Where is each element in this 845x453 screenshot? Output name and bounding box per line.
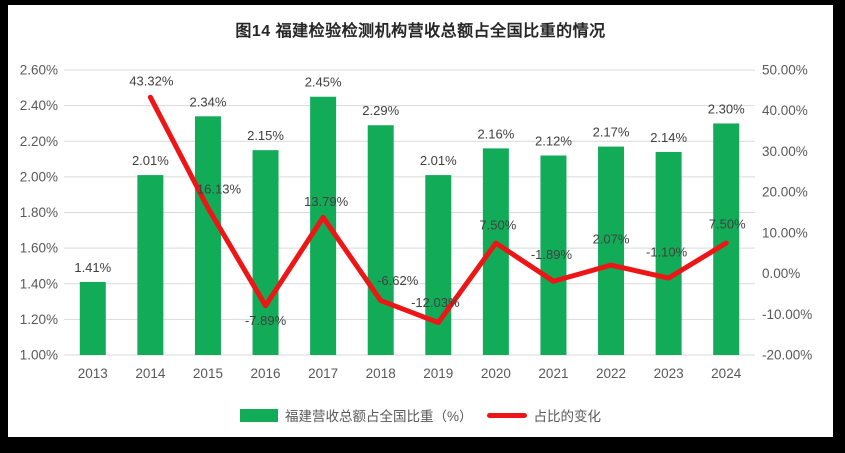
bar-data-label: 2.17% bbox=[593, 125, 630, 140]
right-axis-tick: 10.00% bbox=[762, 225, 808, 240]
x-axis-tick: 2022 bbox=[596, 366, 626, 381]
bar-data-label: 1.41% bbox=[74, 260, 111, 275]
right-axis-tick: 40.00% bbox=[762, 103, 808, 118]
bar bbox=[540, 155, 567, 355]
bar-data-label: 2.12% bbox=[535, 134, 572, 149]
bar bbox=[598, 146, 625, 355]
bar-data-label: 2.34% bbox=[190, 94, 227, 109]
left-axis-tick: 1.80% bbox=[20, 205, 58, 220]
right-axis-tick: 20.00% bbox=[762, 185, 808, 200]
x-axis-tick: 2020 bbox=[481, 366, 511, 381]
x-axis-tick: 2013 bbox=[78, 366, 108, 381]
chart-title: 图14 福建检验检测机构营收总额占全国比重的情况 bbox=[235, 23, 606, 40]
x-axis-tick: 2023 bbox=[654, 366, 684, 381]
line-data-label: 16.13% bbox=[197, 181, 242, 196]
line-data-label: 7.50% bbox=[479, 218, 516, 233]
x-axis-tick: 2014 bbox=[135, 366, 166, 381]
x-axis-tick: 2016 bbox=[251, 366, 281, 381]
bar-data-label: 2.14% bbox=[650, 130, 687, 145]
bar-data-label: 2.15% bbox=[247, 128, 284, 143]
left-axis-tick: 1.00% bbox=[20, 348, 58, 363]
bar bbox=[194, 116, 221, 355]
line-series bbox=[147, 94, 729, 326]
bar bbox=[252, 150, 279, 355]
left-axis-tick: 2.40% bbox=[20, 98, 58, 113]
legend-bar-label: 福建营收总额占全国比重（%） bbox=[284, 409, 473, 424]
line-data-label: -6.62% bbox=[377, 273, 419, 288]
right-axis-tick: -20.00% bbox=[762, 348, 812, 363]
right-axis-tick: 0.00% bbox=[762, 266, 800, 281]
line-data-label: -7.89% bbox=[245, 313, 287, 328]
bar bbox=[425, 175, 452, 355]
bar-data-label: 2.45% bbox=[305, 75, 342, 90]
line-data-label: -1.10% bbox=[646, 245, 688, 260]
line-data-label: 13.79% bbox=[304, 194, 349, 209]
line-data-label: 43.32% bbox=[129, 74, 174, 89]
chart-figure: 图14 福建检验检测机构营收总额占全国比重的情况 1.00% 1.20% 1.40%… bbox=[8, 5, 833, 437]
right-axis-tick: -10.00% bbox=[762, 307, 812, 322]
x-axis-tick: 2015 bbox=[193, 366, 223, 381]
legend-item-line-series: 占比的变化 bbox=[486, 405, 602, 425]
x-axis-tick: 2017 bbox=[308, 366, 338, 381]
line-data-label: 7.50% bbox=[709, 217, 746, 232]
legend-item-bar-series: 福建营收总额占全国比重（%） bbox=[239, 405, 473, 425]
left-axis-tick: 2.20% bbox=[20, 134, 58, 149]
x-axis-tick: 2018 bbox=[366, 366, 396, 381]
left-axis-tick: 2.00% bbox=[20, 169, 58, 184]
left-axis-tick: 1.20% bbox=[20, 312, 58, 327]
bar bbox=[137, 175, 164, 355]
x-axis-tick: 2024 bbox=[711, 366, 742, 381]
left-axis-tick: 2.60% bbox=[20, 63, 58, 78]
line-data-label: -12.03% bbox=[411, 295, 460, 310]
x-axis-tick: 2021 bbox=[538, 366, 568, 381]
bar-data-label: 2.01% bbox=[132, 153, 169, 168]
left-axis-tick: 1.40% bbox=[20, 276, 58, 291]
bar bbox=[310, 96, 337, 355]
bar-data-label: 2.30% bbox=[708, 101, 745, 116]
line-data-label: -1.89% bbox=[531, 247, 573, 262]
chart-canvas: 1.00% 1.20% 1.40% 1.60% 1.80% 2.00% 2.20% 2.40%… bbox=[20, 63, 813, 382]
bar bbox=[655, 151, 682, 355]
left-axis-tick: 1.60% bbox=[20, 241, 58, 256]
bar bbox=[79, 281, 106, 355]
bar bbox=[713, 123, 740, 355]
bar-series-swatch-icon bbox=[239, 408, 278, 422]
line-data-label: 2.07% bbox=[593, 232, 630, 247]
right-axis-tick: 30.00% bbox=[762, 144, 808, 159]
bar-data-label: 2.01% bbox=[420, 153, 457, 168]
line-series-swatch-icon bbox=[486, 412, 527, 418]
chart-legend: 福建营收总额占全国比重（%） 占比的变化 bbox=[8, 405, 833, 425]
bar-data-label: 2.29% bbox=[362, 103, 399, 118]
bar bbox=[367, 125, 394, 355]
legend-line-label: 占比的变化 bbox=[533, 409, 602, 424]
x-axis-tick: 2019 bbox=[423, 366, 453, 381]
right-axis-tick: 50.00% bbox=[762, 63, 808, 78]
bar-data-label: 2.16% bbox=[477, 126, 514, 141]
